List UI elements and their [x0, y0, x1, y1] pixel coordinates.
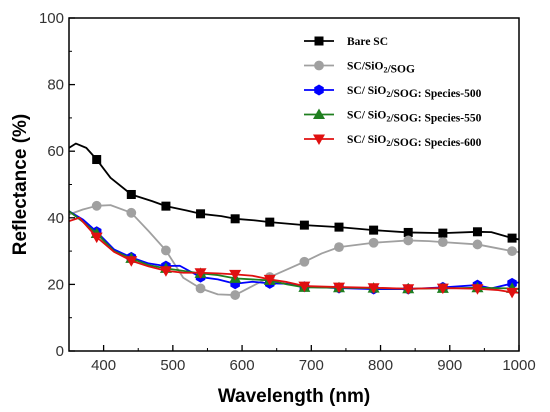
legend-label: SC/ SiO2/SOG: Species-550	[347, 110, 482, 125]
x-tick-label: 500	[160, 357, 185, 374]
square-marker	[369, 225, 379, 235]
x-tick-label: 700	[299, 357, 324, 374]
triangle-up-marker	[313, 108, 325, 119]
square-marker	[92, 155, 102, 165]
series-layer	[68, 142, 520, 300]
triangle-down-marker	[263, 274, 276, 286]
triangle-down-marker	[125, 256, 138, 267]
series-line	[68, 216, 520, 294]
square-marker	[265, 217, 275, 227]
triangle-down-marker	[506, 287, 519, 299]
triangle-down-marker	[298, 281, 311, 293]
series-1	[68, 142, 520, 243]
legend-entry: SC/SiO2/SOG	[304, 61, 415, 76]
y-axis-title: Reflectance (%)	[10, 114, 31, 256]
circle-marker	[334, 242, 344, 253]
hexagon-marker	[314, 84, 324, 96]
x-tick-label: 600	[230, 357, 255, 374]
triangle-down-marker	[90, 232, 103, 244]
triangle-down-marker	[367, 283, 380, 294]
square-marker	[403, 227, 413, 237]
y-tick-label: 80	[47, 77, 64, 94]
series-line	[68, 210, 520, 290]
square-marker	[126, 189, 136, 199]
circle-marker	[314, 60, 324, 71]
square-marker	[472, 227, 482, 237]
legend-entry: SC/ SiO2/SOG: Species-500	[304, 84, 482, 100]
circle-marker	[91, 200, 102, 211]
circle-marker	[195, 283, 206, 294]
square-marker	[507, 233, 517, 243]
square-marker	[161, 201, 171, 211]
square-marker	[334, 222, 344, 232]
legend: Bare SC SC/SiO2/SOG SC/ SiO2/SOG: Species-…	[304, 36, 482, 149]
legend-label: SC/SiO2/SOG	[347, 61, 415, 76]
square-marker	[196, 209, 206, 219]
series-line	[68, 210, 520, 290]
circle-marker	[161, 245, 171, 256]
series-line	[68, 142, 520, 241]
series-line	[68, 204, 520, 296]
y-tick-label: 60	[47, 143, 64, 160]
y-tick-label: 100	[39, 10, 64, 27]
x-axis-title: Wavelength (nm)	[218, 386, 370, 407]
y-tick-label: 0	[56, 343, 64, 360]
circle-marker	[299, 256, 310, 267]
square-marker	[230, 214, 240, 224]
circle-marker	[126, 207, 137, 218]
circle-marker	[472, 239, 483, 250]
triangle-down-marker	[471, 284, 484, 295]
triangle-down-marker	[229, 269, 242, 281]
legend-entry: Bare SC	[304, 36, 388, 48]
circle-marker	[437, 237, 448, 248]
square-marker	[314, 36, 324, 46]
y-tick-label: 20	[47, 276, 64, 293]
circle-marker	[403, 235, 414, 246]
triangle-down-marker	[313, 134, 325, 145]
series-5	[68, 216, 520, 299]
circle-marker	[368, 237, 379, 248]
legend-entry: SC/ SiO2/SOG: Species-550	[304, 108, 482, 125]
circle-marker	[230, 290, 241, 300]
triangle-down-marker	[402, 284, 415, 295]
square-marker	[438, 228, 448, 238]
x-tick-label: 800	[368, 357, 393, 374]
x-tick-label: 400	[91, 357, 116, 374]
triangle-down-marker	[436, 283, 449, 295]
plot-frame	[68, 17, 520, 352]
x-tick-label: 900	[437, 357, 462, 374]
square-marker	[299, 220, 309, 230]
x-tick-label: 1000	[502, 357, 535, 374]
triangle-down-marker	[194, 268, 207, 279]
legend-label: SC/ SiO2/SOG: Species-500	[347, 85, 482, 100]
legend-entry: SC/ SiO2/SOG: Species-600	[304, 134, 482, 149]
triangle-down-marker	[333, 282, 345, 294]
y-tick-label: 40	[47, 210, 64, 227]
axis-ticks: 400 500 600 700 800 900 1000 0 20 40 60 80 100	[39, 10, 536, 374]
legend-label: SC/ SiO2/SOG: Species-600	[347, 134, 482, 149]
triangle-down-marker	[159, 266, 172, 277]
circle-marker	[507, 246, 517, 256]
legend-label: Bare SC	[347, 36, 388, 48]
